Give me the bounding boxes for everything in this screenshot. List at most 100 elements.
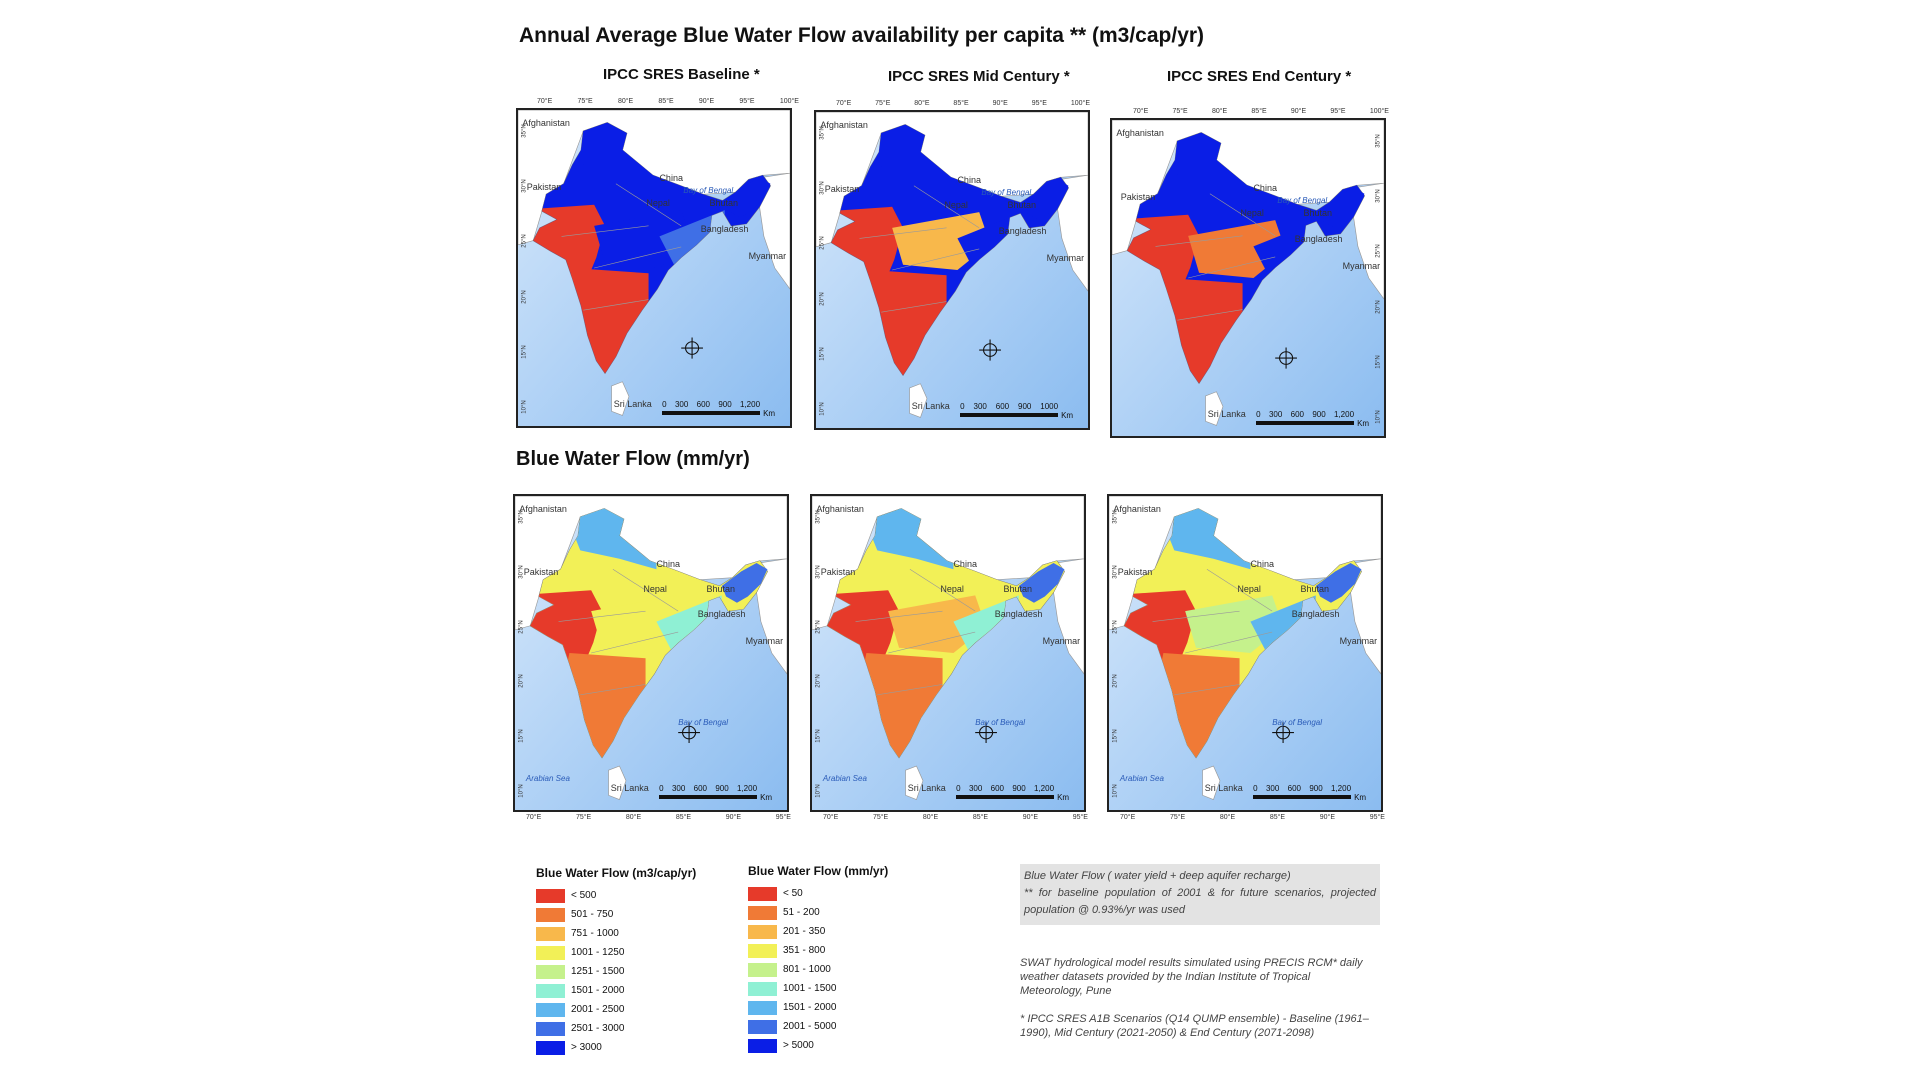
label-bhutan: Bhutan <box>1303 208 1333 219</box>
legend-mm-label: 2001 - 5000 <box>783 1021 837 1032</box>
label-sri-lanka: Sri Lanka <box>613 398 652 409</box>
legend-per-capita-swatch <box>536 1021 565 1036</box>
legend-per-capita-row: 1251 - 1500 <box>536 962 696 981</box>
lat-tick-label: 10°N <box>1112 784 1119 798</box>
label-bangladesh: Bangladesh <box>700 223 749 234</box>
label-sri-lanka: Sri Lanka <box>1207 408 1246 419</box>
label-sri-lanka: Sri Lanka <box>911 400 950 411</box>
legend-mm-label: 1001 - 1500 <box>783 983 837 994</box>
state-boundaries <box>1155 193 1276 321</box>
label-afghanistan: Afghanistan <box>1116 128 1164 139</box>
label-nepal: Nepal <box>643 583 667 594</box>
lat-tick-label: 30°N <box>819 181 826 195</box>
lon-ticks-top-mid: 70°E 75°E 80°E 85°E 90°E 95°E 100°E <box>836 100 1090 107</box>
lat-tick-label: 35°N <box>1112 510 1119 524</box>
label-nepal: Nepal <box>940 583 964 594</box>
map-per-capita-mid-century: Afghanistan Pakistan China Nepal Bhutan Bangl… <box>814 110 1090 430</box>
lat-tick-label: 35°N <box>819 126 826 140</box>
lat-tick-label: 20°N <box>521 289 528 304</box>
legend-per-capita-row: 751 - 1000 <box>536 924 696 943</box>
label-pakistan: Pakistan <box>1120 191 1156 202</box>
label-pakistan: Pakistan <box>526 181 562 192</box>
note-definition: Blue Water Flow ( water yield + deep aqu… <box>1024 870 1291 882</box>
legend-per-capita-label: 751 - 1000 <box>571 928 619 939</box>
column-title-mid-century: IPCC SRES Mid Century * <box>888 68 1070 85</box>
label-arabian-sea: Arabian Sea <box>1119 774 1164 784</box>
label-bangladesh: Bangladesh <box>1294 233 1343 244</box>
legend-mm-label: 201 - 350 <box>783 926 826 937</box>
label-china: China <box>656 558 680 569</box>
lat-tick-label: 30°N <box>518 565 525 579</box>
lat-tick-label: 25°N <box>1112 619 1119 634</box>
label-bay-of-bengal: Bay of Bengal <box>683 185 734 195</box>
legend-per-capita-row: 1501 - 2000 <box>536 981 696 1000</box>
label-bay-of-bengal: Bay of Bengal <box>1272 717 1322 727</box>
sri-lanka-land <box>608 765 627 800</box>
note-box: Blue Water Flow ( water yield + deep aqu… <box>1020 864 1380 925</box>
legend-mm-label: 801 - 1000 <box>783 964 831 975</box>
label-china: China <box>957 175 981 186</box>
legend-per-capita-swatch <box>536 926 565 941</box>
label-myanmar: Myanmar <box>745 636 784 647</box>
legend-per-capita-swatch <box>536 888 565 903</box>
label-afghanistan: Afghanistan <box>816 504 864 515</box>
lat-tick-label: 25°N <box>518 619 525 634</box>
legend-mm-title: Blue Water Flow (mm/yr) <box>748 864 889 878</box>
label-arabian-sea: Arabian Sea <box>822 774 867 784</box>
lat-tick-label: 15°N <box>815 729 822 743</box>
lat-tick-label: 25°N <box>521 234 528 249</box>
map-mm-baseline: Afghanistan Pakistan China Nepal Bhutan Bangl… <box>513 494 789 812</box>
label-myanmar: Myanmar <box>1342 261 1381 272</box>
lon-ticks-top-end: 70°E 75°E 80°E 85°E 90°E 95°E 100°E <box>1133 108 1389 115</box>
lon-ticks-bottom-end: 70°E 75°E 80°E 85°E 90°E 95°E <box>1120 814 1385 821</box>
lat-tick-label: 30°N <box>1112 565 1119 579</box>
label-pakistan: Pakistan <box>820 567 856 578</box>
legend-mm-label: < 50 <box>783 888 803 899</box>
lat-tick-label: 15°N <box>518 729 525 743</box>
state-boundaries <box>558 569 679 696</box>
label-myanmar: Myanmar <box>1046 253 1085 264</box>
lat-tick-label: 30°N <box>815 565 822 579</box>
scale-bar: 0 300 600 900 1,200 Km <box>659 784 773 802</box>
lat-tick-label: 35°N <box>518 510 525 524</box>
lat-tick-label: 25°N <box>1375 244 1382 259</box>
legend-per-capita-swatch <box>536 945 565 960</box>
lon-ticks-bottom-mid: 70°E 75°E 80°E 85°E 90°E 95°E <box>823 814 1088 821</box>
label-china: China <box>953 558 977 569</box>
map-canvas <box>518 110 790 426</box>
map-canvas <box>812 496 1084 810</box>
label-bay-of-bengal: Bay of Bengal <box>678 717 728 727</box>
legend-per-capita-label: 501 - 750 <box>571 909 614 920</box>
label-myanmar: Myanmar <box>1042 636 1081 647</box>
legend-mm-row: 351 - 800 <box>748 941 888 960</box>
legend-per-capita-row: 501 - 750 <box>536 905 696 924</box>
note-population: ** for baseline population of 2001 & for… <box>1024 887 1376 916</box>
label-bay-of-bengal: Bay of Bengal <box>975 717 1025 727</box>
legend-mm-row: 51 - 200 <box>748 903 888 922</box>
label-bay-of-bengal: Bay of Bengal <box>981 187 1032 197</box>
compass-needle <box>1275 347 1297 369</box>
compass-needle <box>681 337 703 359</box>
sri-lanka-land <box>1202 765 1221 800</box>
label-bangladesh: Bangladesh <box>998 225 1047 236</box>
label-pakistan: Pakistan <box>824 183 860 194</box>
legend-per-capita: Blue Water Flow (m3/cap/yr) < 500 501 - 7… <box>536 866 696 1057</box>
legend-mm-row: < 50 <box>748 884 888 903</box>
map-canvas <box>816 112 1088 428</box>
lat-tick-label: 35°N <box>521 124 528 138</box>
main-title: Annual Average Blue Water Flow availabil… <box>519 24 1205 47</box>
label-bay-of-bengal: Bay of Bengal <box>1277 195 1328 205</box>
label-pakistan: Pakistan <box>523 567 559 578</box>
legend-per-capita-label: 2001 - 2500 <box>571 1004 625 1015</box>
scale-bar: 0 300 600 900 1000 Km <box>960 402 1074 420</box>
lat-tick-label: 30°N <box>521 179 528 193</box>
label-bhutan: Bhutan <box>706 583 736 594</box>
label-myanmar: Myanmar <box>1339 636 1378 647</box>
label-bhutan: Bhutan <box>1003 583 1033 594</box>
legend-per-capita-row: > 3000 <box>536 1038 696 1057</box>
label-nepal: Nepal <box>1237 583 1261 594</box>
state-boundaries <box>859 185 980 313</box>
lat-tick-label: 35°N <box>1375 134 1382 148</box>
sri-lanka-land <box>1205 391 1224 426</box>
legend-mm-row: 201 - 350 <box>748 922 888 941</box>
